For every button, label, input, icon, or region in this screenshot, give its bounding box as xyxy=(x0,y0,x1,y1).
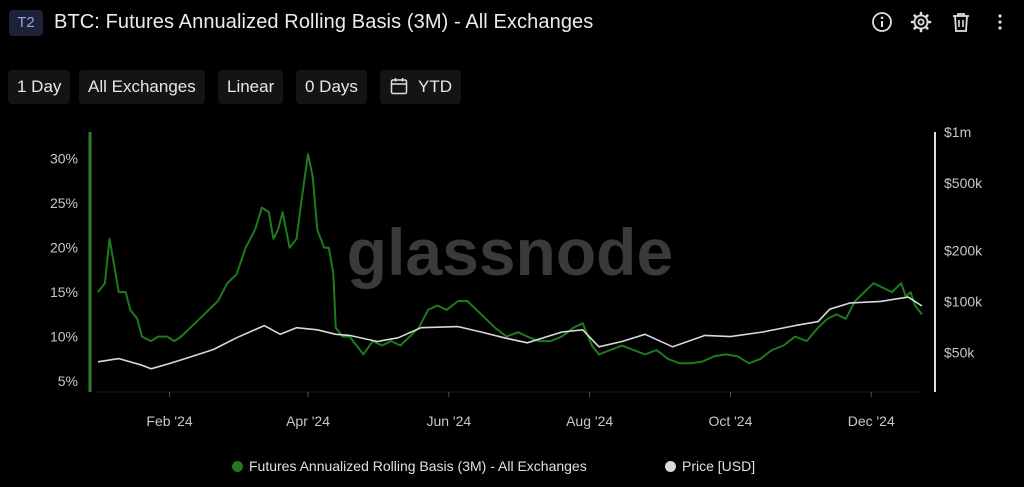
y-right-tick-label: $100k xyxy=(944,293,983,309)
legend-swatch-basis xyxy=(232,461,243,472)
legend-item-price[interactable]: Price [USD] xyxy=(665,458,755,474)
series-line-price xyxy=(97,296,923,370)
x-tick-label: Feb '24 xyxy=(146,413,192,429)
y-left-tick-label: 10% xyxy=(50,329,78,345)
info-icon[interactable] xyxy=(871,11,893,33)
x-tick-label: Oct '24 xyxy=(708,413,752,429)
watermark: glassnode xyxy=(347,215,673,289)
more-vertical-icon[interactable] xyxy=(989,11,1011,33)
y-left-tick-label: 5% xyxy=(58,373,78,389)
x-tick-label: Aug '24 xyxy=(566,413,613,429)
trash-icon[interactable] xyxy=(950,11,972,33)
tier-badge: T2 xyxy=(9,10,43,36)
x-tick-label: Apr '24 xyxy=(286,413,330,429)
y-right-tick-label: $200k xyxy=(944,242,983,258)
legend-swatch-price xyxy=(665,461,676,472)
chart-title: BTC: Futures Annualized Rolling Basis (3… xyxy=(54,11,594,33)
y-left-tick-label: 30% xyxy=(50,151,78,167)
legend-label-price: Price [USD] xyxy=(682,458,756,474)
calendar-icon xyxy=(390,78,408,95)
sma-selector[interactable]: 0 Days xyxy=(296,70,367,104)
gear-icon[interactable] xyxy=(910,11,932,33)
series-line-basis xyxy=(97,153,923,365)
x-tick-label: Dec '24 xyxy=(848,413,895,429)
exchange-selector[interactable]: All Exchanges xyxy=(79,70,205,104)
y-left-tick-label: 25% xyxy=(50,195,78,211)
legend-label-basis: Futures Annualized Rolling Basis (3M) - … xyxy=(249,458,587,474)
y-right-tick-label: $500k xyxy=(944,175,983,191)
x-tick-label: Jun '24 xyxy=(426,413,471,429)
y-left-tick-label: 20% xyxy=(50,240,78,256)
legend-item-basis[interactable]: Futures Annualized Rolling Basis (3M) - … xyxy=(232,458,587,474)
y-left-tick-label: 15% xyxy=(50,284,78,300)
resolution-button[interactable]: 1 Day xyxy=(8,70,71,104)
range-selector[interactable]: YTD xyxy=(380,70,461,104)
scale-selector[interactable]: Linear xyxy=(218,70,284,104)
panel-header: T2 BTC: Futures Annualized Rolling Basis… xyxy=(0,0,1024,48)
range-label: YTD xyxy=(418,77,452,96)
y-right-tick-label: $1m xyxy=(944,124,971,140)
chart-area[interactable]: glassnode 30% 25% 20% 15% 10% 5% $1m $500k $200k… xyxy=(0,120,1024,440)
y-right-tick-label: $50k xyxy=(944,344,975,360)
